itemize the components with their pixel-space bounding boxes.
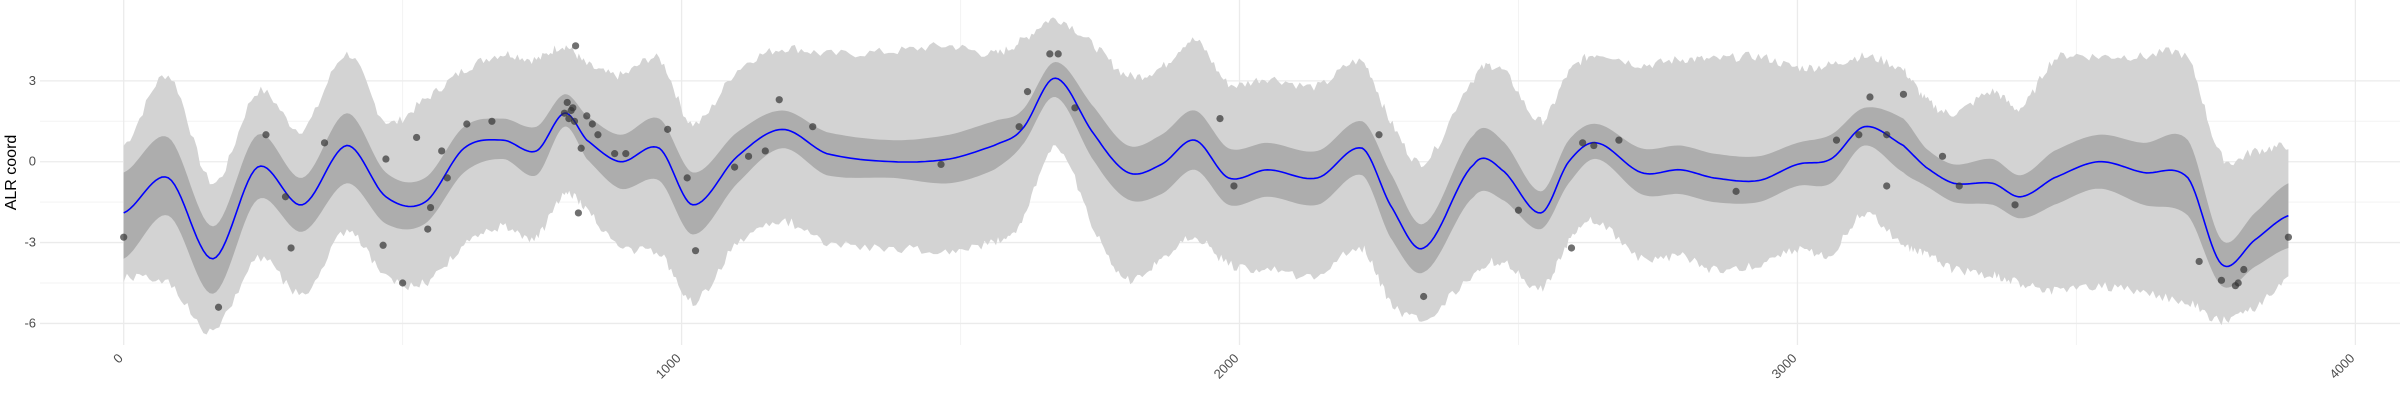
data-point	[1832, 136, 1841, 144]
data-point	[611, 150, 619, 158]
data-point	[426, 203, 435, 212]
data-point	[588, 120, 596, 128]
data-point	[560, 109, 569, 117]
data-point	[1567, 244, 1576, 252]
data-point	[438, 147, 446, 155]
data-point	[563, 98, 571, 107]
data-point	[2011, 201, 2019, 209]
data-point	[379, 241, 387, 249]
data-point	[565, 114, 573, 123]
data-point	[281, 193, 290, 201]
y-axis-title: ALR coord	[3, 135, 20, 211]
data-point	[424, 225, 432, 233]
data-point	[1054, 50, 1062, 58]
data-point	[577, 144, 585, 152]
data-point	[1230, 182, 1238, 190]
data-point	[120, 233, 128, 241]
data-point	[583, 112, 591, 120]
data-point	[569, 104, 577, 112]
y-tick-label: -6	[24, 315, 36, 330]
data-point	[570, 117, 579, 125]
data-point	[744, 152, 753, 160]
data-point	[2234, 279, 2242, 287]
observed-points	[120, 42, 2293, 311]
data-point	[1420, 292, 1428, 301]
data-point	[664, 125, 672, 133]
data-point	[622, 150, 630, 158]
data-point	[574, 209, 582, 217]
data-point	[594, 131, 602, 139]
data-point	[1615, 136, 1623, 144]
data-point	[287, 244, 295, 252]
data-point	[572, 42, 580, 50]
data-point	[2195, 257, 2203, 266]
data-point	[463, 120, 471, 128]
data-point	[809, 123, 817, 131]
y-axis-tick-labels: -6 -3 0 3	[24, 73, 36, 331]
data-point	[1023, 88, 1032, 96]
inner-credible-band	[123, 62, 2289, 294]
y-tick-label: -3	[24, 235, 36, 250]
data-point	[1883, 131, 1891, 139]
data-point	[262, 131, 270, 139]
data-point	[1866, 93, 1874, 101]
data-point	[2284, 233, 2293, 241]
data-point	[1216, 114, 1224, 123]
data-point	[1855, 131, 1863, 139]
data-point	[1514, 206, 1523, 214]
data-point	[1590, 141, 1598, 150]
data-point	[214, 303, 223, 311]
data-point	[1732, 187, 1740, 195]
data-point	[320, 139, 329, 147]
y-tick-label: 3	[29, 73, 36, 88]
data-point	[1071, 104, 1079, 112]
data-point	[1883, 182, 1891, 190]
data-point	[2240, 265, 2248, 274]
data-point	[1046, 50, 1054, 58]
data-point	[2217, 276, 2226, 284]
data-point	[1938, 152, 1947, 160]
data-point	[731, 163, 739, 171]
data-point	[412, 133, 421, 142]
data-point	[1375, 131, 1383, 139]
data-point	[775, 96, 783, 104]
y-tick-label: 0	[29, 154, 36, 169]
data-point	[761, 147, 769, 155]
data-point	[1955, 182, 1963, 190]
data-point	[1579, 139, 1587, 147]
data-point	[1015, 123, 1023, 131]
data-point	[691, 247, 700, 255]
data-point	[937, 160, 945, 169]
data-point	[399, 279, 407, 287]
data-point	[683, 174, 691, 182]
data-point	[1899, 90, 1908, 98]
posterior-mean-line	[123, 77, 2289, 268]
data-point	[488, 117, 496, 125]
data-point	[443, 174, 451, 182]
data-point	[382, 155, 390, 163]
